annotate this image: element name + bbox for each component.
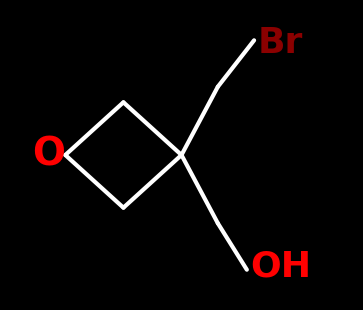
Text: Br: Br (258, 26, 303, 60)
Text: O: O (33, 136, 65, 174)
Text: OH: OH (250, 250, 311, 284)
